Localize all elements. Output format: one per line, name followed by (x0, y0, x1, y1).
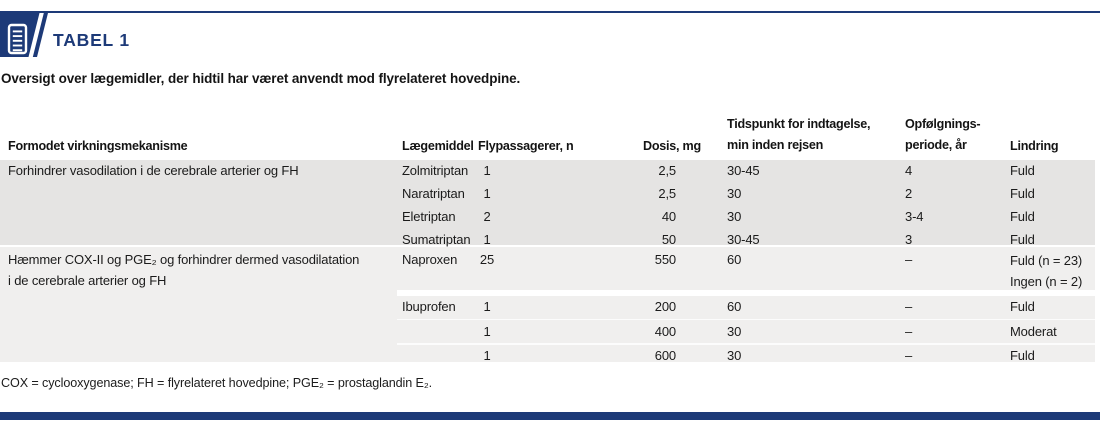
tabel-badge (0, 13, 48, 58)
column-header-dose: Dosis, mg (643, 139, 701, 153)
group-band-triptans (0, 159, 1095, 245)
cell-dose: 200 (654, 299, 676, 314)
cell-passengers: 1 (483, 299, 491, 314)
document-icon (7, 24, 28, 55)
cell-dose: 40 (661, 209, 676, 224)
cell-timing: 60 (727, 252, 742, 267)
column-header-followup: Opfølgnings- periode, år (905, 117, 981, 152)
row-separator (397, 289, 1095, 296)
cell-drug: Naratriptan (402, 186, 465, 201)
cell-drug: Sumatriptan (402, 232, 471, 247)
cell-mechanism: Forhindrer vasodilation i de cerebrale a… (8, 163, 299, 178)
row-separator (397, 318, 1095, 321)
cell-timing: 30 (727, 323, 742, 339)
cell-passengers: 1 (483, 186, 491, 201)
cell-mechanism: Hæmmer COX-II og PGE₂ og forhindrer derm… (8, 252, 360, 288)
cell-dose: 550 (654, 252, 676, 267)
cell-drug: Ibuprofen (402, 299, 456, 314)
cell-passengers: 1 (483, 323, 491, 339)
cell-relief: Fuld (1010, 209, 1035, 224)
cell-dose: 2,5 (658, 186, 676, 201)
cell-followup: 3 (905, 232, 913, 247)
cell-followup: 2 (905, 186, 913, 201)
cell-timing: 60 (727, 299, 742, 314)
cell-relief: Fuld (n = 23) Ingen (n = 2) (1010, 252, 1083, 289)
top-rule (0, 10, 1100, 14)
cell-drug: Naproxen (402, 252, 458, 267)
row-separator (397, 343, 1095, 345)
column-header-timing: Tidspunkt for indtagelse, min inden rejs… (727, 117, 871, 152)
cell-relief: Fuld (1010, 299, 1035, 314)
column-header-passengers: Flypassagerer, n (478, 139, 574, 153)
cell-timing: 30 (727, 209, 742, 224)
cell-dose: 2,5 (658, 163, 676, 178)
cell-relief: Moderat (1010, 323, 1057, 339)
cell-dose: 400 (654, 323, 676, 339)
cell-passengers: 1 (483, 232, 491, 247)
cell-timing: 30 (727, 186, 742, 201)
column-header-drug: Lægemiddel (402, 139, 474, 153)
footnote: COX = cyclooxygenase; FH = flyrelateret … (1, 376, 433, 390)
table-subtitle: Oversigt over lægemidler, der hidtil har… (1, 71, 521, 86)
column-header-relief: Lindring (1010, 139, 1059, 153)
cell-relief: Fuld (1010, 163, 1035, 178)
cell-followup: – (905, 299, 913, 314)
cell-timing: 30-45 (727, 232, 760, 247)
cell-relief: Fuld (1010, 347, 1035, 363)
group-band-nsaids (0, 246, 1095, 362)
cell-followup: – (905, 347, 913, 363)
cell-relief: Fuld (1010, 186, 1035, 201)
cell-passengers: 1 (483, 163, 491, 178)
cell-drug: Eletriptan (402, 209, 456, 224)
cell-passengers: 25 (479, 252, 495, 267)
cell-drug: Zolmitriptan (402, 163, 469, 178)
cell-followup: 3-4 (905, 209, 924, 224)
cell-followup: – (905, 323, 913, 339)
cell-followup: 4 (905, 163, 913, 178)
table-badge-title: TABEL 1 (53, 30, 130, 50)
cell-followup: – (905, 252, 913, 267)
cell-passengers: 1 (483, 347, 491, 363)
cell-passengers: 2 (483, 209, 491, 224)
cell-dose: 600 (654, 347, 676, 363)
cell-timing: 30 (727, 347, 742, 363)
cell-relief: Fuld (1010, 232, 1035, 247)
bottom-bar (0, 412, 1100, 421)
cell-dose: 50 (661, 232, 676, 247)
cell-timing: 30-45 (727, 163, 760, 178)
column-header-mechanism: Formodet virkningsmekanisme (8, 139, 188, 153)
